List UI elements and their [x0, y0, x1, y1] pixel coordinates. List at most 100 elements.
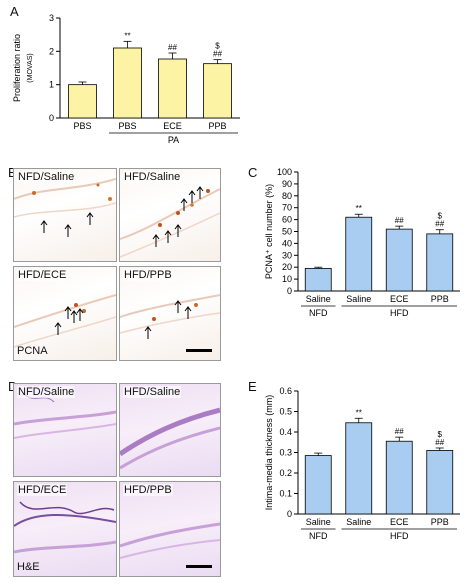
significance-mark: $ — [215, 42, 220, 51]
x-tick-label: Saline — [346, 517, 371, 527]
y-tick-label: 0.1 — [279, 489, 292, 499]
x-tick-label: PPB — [208, 121, 226, 131]
y-tick-label: 100 — [277, 167, 292, 177]
bar — [68, 84, 97, 119]
bar — [113, 47, 142, 119]
x-tick-label: ECE — [163, 121, 182, 131]
micrograph-b-hfd-ece: HFD/ECE PCNA — [13, 266, 117, 361]
significance-mark: ## — [395, 216, 404, 225]
stain-label: H&E — [17, 561, 40, 573]
bar — [345, 422, 373, 515]
micrograph-b-nfd-saline: NFD/Saline — [13, 168, 117, 262]
tissue-texture — [120, 294, 220, 339]
significance-mark: ## — [435, 220, 444, 229]
y-tick-label: 10 — [282, 274, 292, 284]
panel-label-e: E — [248, 379, 257, 394]
arrow-head-icon — [152, 234, 160, 240]
bar — [426, 450, 454, 515]
tile-label: HFD/ECE — [17, 269, 68, 281]
arrow-head-icon — [144, 326, 152, 332]
bar — [385, 228, 413, 292]
y-tick-label: 30 — [282, 250, 292, 260]
tile-label: HFD/ECE — [17, 484, 68, 496]
x-tick-label: PBS — [73, 121, 91, 131]
group-label: HFD — [390, 308, 409, 318]
x-tick-label: ECE — [390, 294, 409, 304]
tissue-texture — [14, 178, 116, 237]
stain-label: PCNA — [17, 345, 48, 357]
significance-mark: ## — [168, 43, 177, 52]
arrow-head-icon — [174, 300, 182, 306]
y-tick-label: 0 — [287, 509, 292, 519]
y-tick-label: 20 — [282, 262, 292, 272]
arrow-head-icon — [54, 322, 62, 328]
y-tick-label: 90 — [282, 179, 292, 189]
tile-label: HFD/PPB — [123, 269, 173, 281]
x-tick-label: Saline — [346, 294, 371, 304]
y-tick-label: 0.3 — [279, 448, 292, 458]
y-axis-label: Intima-media thickness (mm) — [264, 395, 274, 511]
tissue-texture — [120, 522, 220, 559]
tissue-texture — [120, 186, 220, 258]
micrograph-b-hfd-saline: HFD/Saline — [119, 168, 221, 262]
y-axis-sublabel: (MOVAS) — [27, 53, 34, 82]
significance-mark: ## — [213, 50, 222, 59]
significance-mark: ** — [356, 408, 362, 417]
y-tick-label: 0.2 — [279, 468, 292, 478]
bar — [385, 440, 413, 515]
significance-mark: $ — [438, 430, 443, 439]
micrograph-d-nfd-saline: NFD/Saline — [13, 383, 117, 477]
bar — [203, 63, 232, 119]
arrow-head-icon — [164, 230, 172, 236]
y-tick-label: 80 — [282, 191, 292, 201]
panel-label-b: B — [8, 165, 17, 180]
micrograph-d-hfd-saline: HFD/Saline — [119, 383, 221, 477]
micrograph-b-hfd-ppb: HFD/PPB — [119, 266, 221, 361]
significance-mark: ## — [435, 438, 444, 447]
bar — [426, 233, 454, 292]
arrow-head-icon — [184, 306, 192, 312]
tile-label: HFD/Saline — [123, 386, 182, 398]
x-tick-label: PBS — [118, 121, 136, 131]
x-tick-label: Saline — [306, 294, 331, 304]
significance-mark: ** — [356, 204, 362, 213]
tile-label: NFD/Saline — [17, 171, 76, 183]
tissue-texture — [14, 501, 116, 554]
bar — [304, 455, 332, 515]
arrow-head-icon — [196, 186, 204, 192]
y-tick-label: 1 — [49, 80, 54, 90]
group-label: HFD — [390, 531, 409, 541]
y-tick-label: 0.5 — [279, 407, 292, 417]
x-tick-label: PPB — [431, 294, 449, 304]
arrow-head-icon — [180, 198, 188, 204]
panel-label-d: D — [8, 379, 17, 394]
scale-bar — [186, 349, 212, 352]
arrow-head-icon — [76, 308, 84, 314]
y-tick-label: 40 — [282, 238, 292, 248]
y-tick-label: 60 — [282, 215, 292, 225]
micrograph-d-hfd-ece: HFD/ECE H&E — [13, 481, 117, 577]
x-tick-label: Saline — [306, 517, 331, 527]
arrow-head-icon — [40, 220, 48, 226]
group-label: NFD — [309, 308, 328, 318]
bar — [304, 267, 332, 292]
arrow-head-icon — [70, 310, 78, 316]
arrow-head-icon — [86, 212, 94, 218]
arrow-head-icon — [188, 190, 196, 196]
arrow-head-icon — [64, 306, 72, 312]
y-axis-label: Proliferation ratio — [12, 34, 22, 102]
y-tick-label: 0.4 — [279, 427, 292, 437]
arrow-head-icon — [174, 224, 182, 230]
y-axis-label: PCNA⁺ cell number (%) — [264, 184, 274, 279]
y-tick-label: 50 — [282, 227, 292, 237]
bar — [345, 216, 373, 292]
tissue-texture — [120, 407, 220, 470]
tile-label: HFD/PPB — [123, 484, 173, 496]
panel-label-a: A — [10, 4, 19, 19]
x-tick-label: ECE — [390, 517, 409, 527]
group-label: PA — [168, 135, 179, 145]
significance-mark: ## — [395, 427, 404, 436]
tile-label: HFD/Saline — [123, 171, 182, 183]
significance-mark: $ — [438, 212, 443, 221]
group-label: NFD — [309, 531, 328, 541]
